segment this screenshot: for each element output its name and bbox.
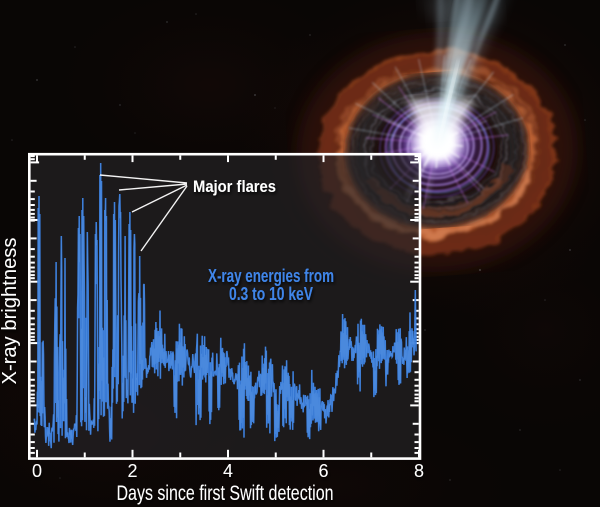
- svg-text:8: 8: [414, 461, 424, 481]
- svg-text:X-ray brightness: X-ray brightness: [0, 238, 21, 385]
- svg-text:Days since first Swift detecti: Days since first Swift detection: [117, 482, 334, 505]
- svg-text:X-ray energies from: X-ray energies from: [208, 266, 334, 286]
- svg-text:6: 6: [318, 461, 328, 481]
- svg-text:Major flares: Major flares: [193, 177, 276, 196]
- svg-text:0.3 to 10 keV: 0.3 to 10 keV: [229, 284, 313, 304]
- svg-text:2: 2: [127, 461, 137, 481]
- svg-text:0: 0: [32, 461, 42, 481]
- svg-text:4: 4: [223, 461, 233, 481]
